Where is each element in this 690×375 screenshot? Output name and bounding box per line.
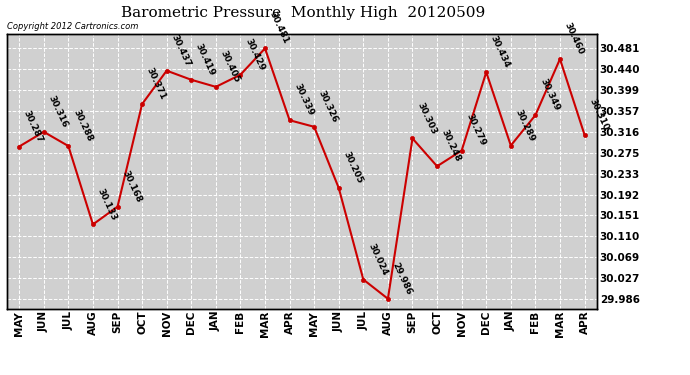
Text: 30.205: 30.205: [342, 150, 364, 185]
Text: 30.326: 30.326: [317, 89, 339, 124]
Text: 30.289: 30.289: [513, 108, 536, 143]
Text: Copyright 2012 Cartronics.com: Copyright 2012 Cartronics.com: [7, 22, 138, 31]
Text: 30.288: 30.288: [71, 108, 94, 143]
Text: 29.986: 29.986: [391, 261, 413, 296]
Text: 30.339: 30.339: [293, 82, 315, 117]
Text: 30.429: 30.429: [243, 37, 266, 72]
Text: 30.405: 30.405: [219, 49, 241, 84]
Text: 30.316: 30.316: [46, 94, 69, 129]
Text: 30.287: 30.287: [22, 109, 45, 144]
Text: Barometric Pressure  Monthly High  20120509: Barometric Pressure Monthly High 2012050…: [121, 6, 486, 20]
Text: 30.133: 30.133: [96, 187, 119, 222]
Text: 30.310: 30.310: [587, 97, 610, 132]
Text: 30.168: 30.168: [120, 169, 143, 204]
Text: 30.460: 30.460: [563, 21, 586, 56]
Text: 30.437: 30.437: [170, 33, 193, 68]
Text: 30.024: 30.024: [366, 242, 389, 277]
Text: 30.419: 30.419: [194, 42, 217, 77]
Text: 30.279: 30.279: [464, 112, 487, 148]
Text: 30.371: 30.371: [145, 66, 168, 101]
Text: 30.434: 30.434: [489, 34, 512, 69]
Text: 30.248: 30.248: [440, 128, 462, 164]
Text: 30.481: 30.481: [268, 10, 290, 46]
Text: 30.349: 30.349: [538, 77, 561, 112]
Text: 30.303: 30.303: [415, 101, 438, 136]
